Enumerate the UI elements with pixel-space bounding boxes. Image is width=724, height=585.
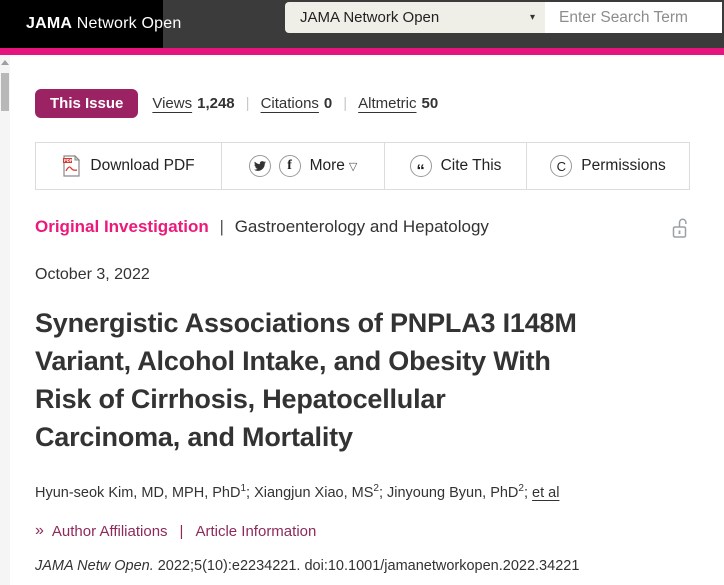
author-affil-sup: 2 [518,483,524,494]
divider: | [179,522,184,540]
citation-details: 2022;5(10):e2234221. doi:10.1001/jamanet… [157,558,580,575]
article-meta-row: Original Investigation | Gastroenterolog… [35,217,690,243]
journal-select-dropdown[interactable]: JAMA Network Open ▾ [285,2,545,33]
divider: | [219,217,224,236]
article-title: Synergistic Associations of PNPLA3 I148M… [35,304,690,456]
article-toolbar: PDF Download PDF f More ▽ “ Cite This [35,142,690,190]
author-separator: ; [523,484,533,501]
author-name: Jinyoung Byun, PhD [387,484,519,501]
svg-text:PDF: PDF [64,158,73,163]
author-separator: ; [246,484,255,501]
accent-bar [0,48,724,55]
quote-icon: “ [409,155,432,179]
site-header: JAMA Network Open JAMA Network Open ▾ [0,0,724,48]
journal-select-value: JAMA Network Open [300,9,440,26]
views-link[interactable]: Views [152,94,193,112]
logo-rest: Network Open [76,15,182,32]
left-scrollbar[interactable] [0,55,10,585]
authors-line: Hyun-seok Kim, MD, MPH, PhD1; Xiangjun X… [35,482,690,503]
divider: | [343,94,348,112]
title-line: Carcinoma, and Mortality [35,422,353,452]
publication-date: October 3, 2022 [35,266,150,283]
more-label: More [309,157,345,174]
affiliations-row: » Author Affiliations | Article Informat… [35,522,690,540]
citations-metric: Citations 0 [261,95,333,112]
article-information-link[interactable]: Article Information [195,522,317,540]
this-issue-button[interactable]: This Issue [35,88,139,118]
permissions-label: Permissions [581,157,666,174]
article-categories: Original Investigation | Gastroenterolog… [35,217,489,237]
search-input[interactable] [545,2,722,33]
citation-journal: JAMA Netw Open. [35,558,154,575]
author-affil-sup: 2 [373,483,379,494]
title-line: Risk of Cirrhosis, Hepatocellular [35,384,446,414]
scrollbar-thumb[interactable] [1,73,9,111]
caret-down-icon: ▽ [348,160,358,173]
download-pdf-label: Download PDF [90,157,195,174]
site-logo[interactable]: JAMA Network Open [26,15,181,33]
altmetric-count: 50 [421,94,439,112]
views-count: 1,248 [197,94,235,112]
author-separator: ; [378,484,388,501]
cite-this-label: Cite This [440,157,502,174]
altmetric-link[interactable]: Altmetric [358,94,417,112]
category-link[interactable]: Original Investigation [35,217,209,236]
cite-this-button[interactable]: “ Cite This [385,143,527,189]
chevron-down-icon: ▾ [529,12,535,23]
facebook-icon[interactable]: f [278,155,301,177]
permissions-button[interactable]: C Permissions [527,143,689,189]
copyright-icon: C [550,155,573,177]
author-name: Xiangjun Xiao, MS [254,484,374,501]
title-line: Variant, Alcohol Intake, and Obesity Wit… [35,346,551,376]
title-line: Synergistic Associations of PNPLA3 I148M [35,308,577,338]
views-metric: Views 1,248 [152,95,234,112]
author-affil-sup: 1 [240,483,247,494]
altmetric-metric: Altmetric 50 [358,95,438,112]
citations-count: 0 [323,94,333,112]
author-name: Hyun-seok Kim, MD, MPH, PhD [35,484,241,501]
subject-link[interactable]: Gastroenterology and Hepatology [234,217,489,236]
chevron-double-icon: » [35,522,44,540]
logo-block: JAMA Network Open [0,0,181,48]
citation-line: JAMA Netw Open. 2022;5(10):e2234221. doi:… [35,558,690,574]
stats-row: This Issue Views 1,248 | Citations 0 | A… [35,88,690,118]
author-affiliations-link[interactable]: Author Affiliations [51,522,168,540]
et-al-link[interactable]: et al [532,484,560,501]
divider: | [245,94,250,112]
open-access-lock-icon [672,218,687,238]
scroll-up-icon[interactable] [1,60,9,65]
citations-link[interactable]: Citations [260,94,319,112]
download-pdf-button[interactable]: PDF Download PDF [36,143,222,189]
twitter-icon[interactable] [248,155,271,177]
article-page: This Issue Views 1,248 | Citations 0 | A… [35,88,690,574]
pdf-icon: PDF [63,155,81,177]
logo-bold: JAMA [26,15,73,32]
share-more-button[interactable]: f More ▽ [222,143,385,189]
